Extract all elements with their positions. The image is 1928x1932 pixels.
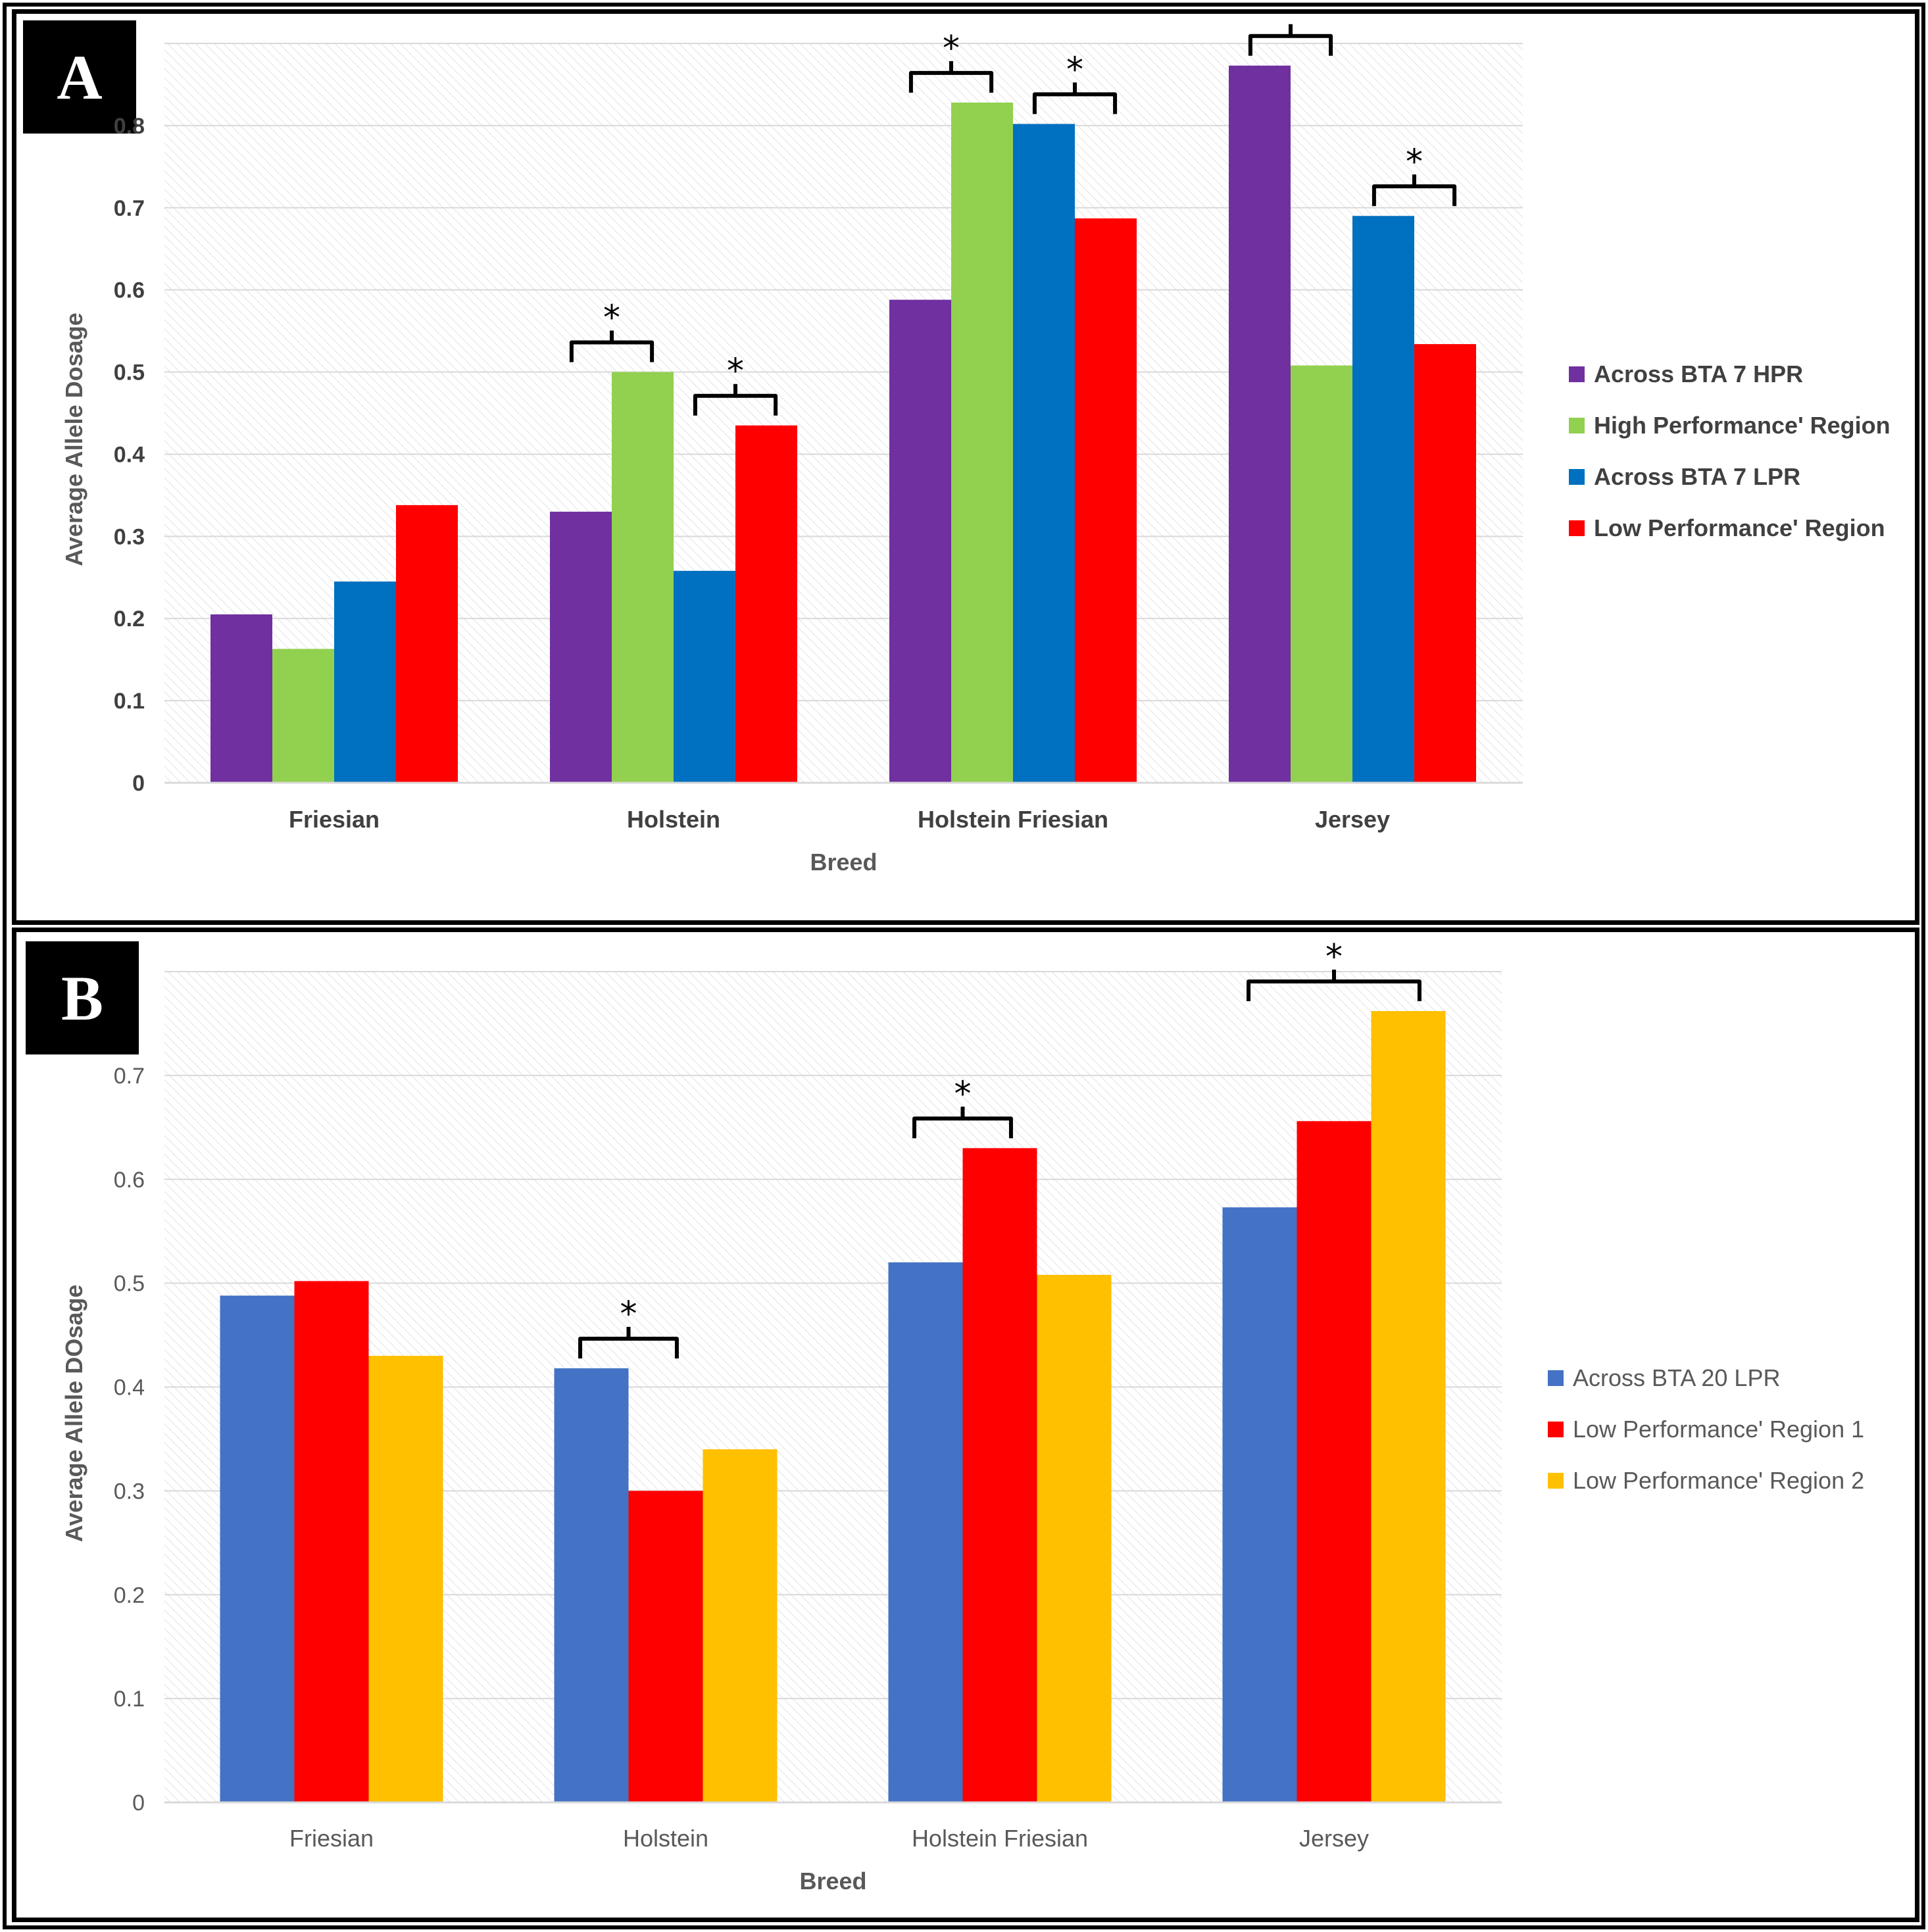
chart-a-legend-swatch [1569,520,1585,536]
chart-b-bar-across-bta-20-lpr-friesian [220,1295,295,1802]
chart-a-significance-star: * [1406,142,1423,182]
chart-b-legend-swatch [1548,1473,1564,1489]
chart-b-significance-star: * [620,1295,637,1334]
chart-a-y-tick-label: 0.4 [114,442,145,467]
chart-b-bar-across-bta-20-lpr-holstein [554,1368,629,1802]
chart-a-bar-across-bta-7-lpr-friesian [334,582,396,783]
chart-a-legend-swatch [1569,418,1585,433]
chart-a-bar-across-bta-7-hpr-jersey [1229,65,1291,783]
chart-b-y-axis-title: Average Allele DOsage [61,1285,87,1543]
chart-b-legend-swatch [1548,1370,1564,1386]
chart-a-y-tick-label: 0.6 [114,278,145,303]
chart-a-significance-star: * [1282,14,1299,32]
chart-b-bar-low-performance-region-1-holstein-friesian [962,1148,1037,1802]
chart-a-bar-across-bta-7-hpr-holstein [550,511,612,783]
chart-a-y-tick-label: 0.8 [114,114,145,139]
chart-b-significance-star: * [1325,937,1343,977]
chart-a-bar-high-performance-region-friesian [272,649,334,783]
chart-a-y-tick-label: 0.1 [114,689,145,714]
chart-b-bar-across-bta-20-lpr-jersey [1222,1207,1297,1802]
chart-a-significance-bracket [908,61,994,93]
chart-b-legend-label: Low Performance' Region 2 [1573,1467,1864,1494]
chart-b-bar-low-performance-region-2-holstein-friesian [1037,1274,1112,1802]
chart-a-y-tick-label: 0.2 [114,607,145,632]
chart-a-bar-low-performance-region-holstein-friesian [1075,218,1137,783]
chart-b-significance-star: * [954,1074,972,1114]
chart-a-category-label: Friesian [289,806,380,833]
chart-a-bar-low-performance-region-jersey [1414,344,1476,783]
chart-a-significance-bracket [1032,82,1118,114]
chart-panel-b: B 0 0.1 0.2 0.3 0.4 0.5 0.6 0.7 Average Allele D… [12,928,1919,1922]
chart-b-y-tick-label: 0.4 [114,1375,145,1400]
chart-a-significance-star: * [943,29,960,68]
chart-a-bar-across-bta-7-lpr-holstein [674,570,735,783]
chart-b-y-tick-label: 0.7 [114,1064,145,1089]
chart-b-bar-low-performance-region-2-jersey [1371,1010,1446,1802]
chart-a-bar-low-performance-region-holstein [735,425,797,783]
chart-b-bar-low-performance-region-1-friesian [294,1281,369,1802]
chart-a-category-label: Jersey [1315,806,1390,833]
chart-b-y-tick-label: 0.1 [114,1687,145,1712]
chart-a-y-tick-label: 0.7 [114,196,145,221]
chart-b-y-tick-label: 0.3 [114,1479,145,1504]
chart-b-category-label: Jersey [1299,1825,1369,1852]
chart-a-legend-label: Across BTA 7 HPR [1594,360,1803,387]
chart-b-bar-low-performance-region-2-holstein [703,1449,778,1802]
chart-a-significance-bracket [693,384,778,416]
chart-a-bar-across-bta-7-hpr-friesian [210,614,272,783]
panel-b-badge: B [26,941,139,1054]
chart-b-y-tick-label: 0.5 [114,1272,145,1297]
chart-b-y-tick-label: 0 [132,1791,145,1816]
chart-a-legend-label: Low Performance' Region [1594,514,1885,541]
chart-b-significance-bracket [1247,969,1421,1001]
chart-a-bar-high-performance-region-holstein-friesian [951,102,1013,783]
chart-b-legend-label: Low Performance' Region 1 [1573,1416,1864,1443]
chart-b-category-label: Friesian [289,1825,374,1852]
chart-a-significance-star: * [603,299,620,338]
chart-b-significance-bracket [578,1327,679,1359]
chart-a-svg: 0 0.1 0.2 0.3 0.4 0.5 0.6 0.7 0.8 Average Allele … [61,14,1891,876]
chart-b-bar-low-performance-region-1-jersey [1297,1121,1372,1802]
chart-a-y-axis-title: Average Allele Dosage [61,312,87,566]
chart-a-significance-bracket [1372,174,1457,207]
chart-a-category-label: Holstein [627,806,720,833]
chart-b-bar-low-performance-region-2-friesian [368,1356,443,1802]
chart-a-y-tick-label: 0.5 [114,360,145,385]
chart-a-legend-swatch [1569,366,1585,382]
chart-a-significance-star: * [1066,50,1083,89]
chart-a-category-label: Holstein Friesian [918,806,1108,833]
chart-a-significance-star: * [727,352,744,391]
chart-a-bar-high-performance-region-jersey [1291,365,1352,783]
chart-b-category-label: Holstein Friesian [912,1825,1088,1852]
chart-a-y-tick-label: 0.3 [114,524,145,549]
chart-a-bar-high-performance-region-holstein [612,372,674,783]
chart-b-svg: 0 0.1 0.2 0.3 0.4 0.5 0.6 0.7 Average Allele DOs… [61,937,1864,1895]
chart-a-bar-across-bta-7-lpr-jersey [1352,216,1414,783]
chart-a-legend-label: Across BTA 7 LPR [1594,463,1800,490]
chart-panel-a: A 0 0.1 0.2 0.3 0.4 0.5 0.6 0.7 0.8 Average Allel… [12,9,1919,925]
chart-a-y-tick-label: 0 [132,771,145,796]
chart-b-y-tick-label: 0.6 [114,1168,145,1193]
chart-a-legend-label: High Performance' Region [1594,412,1891,439]
chart-a-bar-across-bta-7-hpr-holstein-friesian [889,299,951,783]
chart-a-bar-low-performance-region-friesian [396,505,458,783]
chart-a-bar-across-bta-7-lpr-holstein-friesian [1013,124,1075,783]
panel-a-badge: A [23,20,136,134]
chart-b-x-axis-title: Breed [799,1868,866,1895]
chart-b-y-tick-label: 0.2 [114,1583,145,1608]
chart-a-significance-bracket [1248,24,1333,56]
chart-a-significance-bracket [569,330,655,362]
chart-b-significance-bracket [912,1106,1013,1139]
chart-a-legend-swatch [1569,469,1585,485]
chart-b-bar-low-performance-region-1-holstein [628,1491,703,1802]
chart-b-bar-across-bta-20-lpr-holstein-friesian [888,1262,963,1802]
chart-b-legend-label: Across BTA 20 LPR [1573,1364,1780,1391]
chart-b-legend-swatch [1548,1422,1564,1437]
chart-a-x-axis-title: Breed [810,849,877,876]
chart-b-category-label: Holstein [623,1825,708,1852]
